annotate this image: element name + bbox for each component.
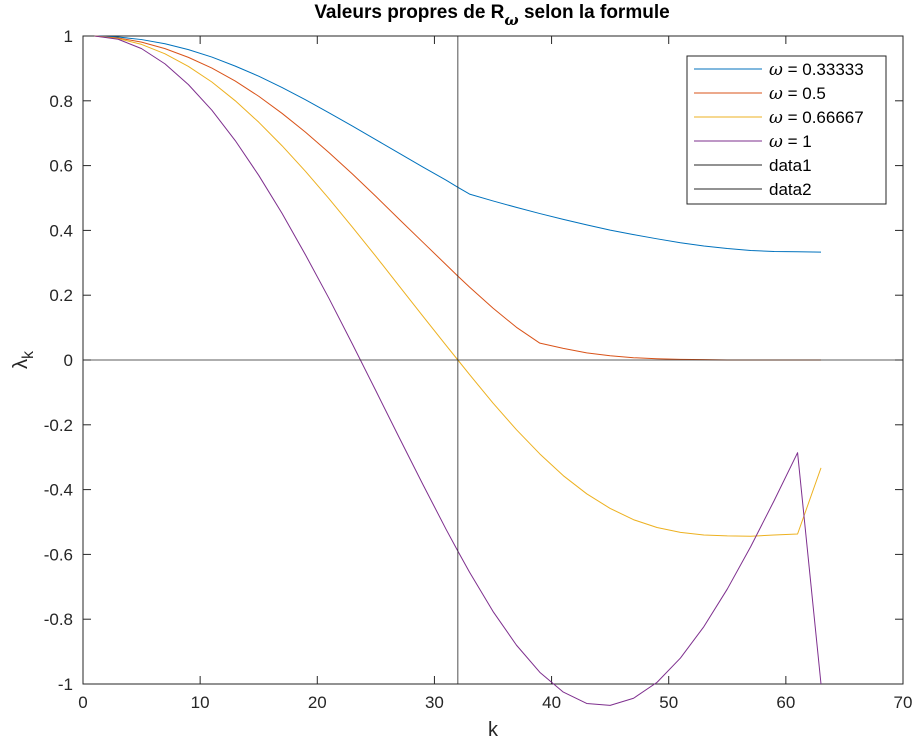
- legend-box: [686, 55, 887, 205]
- y-tick-label: -0.2: [44, 416, 73, 435]
- chart-title-suffix: selon la formule: [519, 2, 670, 23]
- legend-label-symbol: ω: [769, 60, 783, 80]
- chart-title: Valeurs propres de Rω selon la formule: [314, 2, 669, 29]
- x-tick-label: 70: [894, 693, 913, 712]
- chart-title-subscript: ω: [504, 11, 518, 29]
- x-tick-label: 50: [659, 693, 678, 712]
- y-tick-label: 0.6: [49, 157, 73, 176]
- y-axis-label: λk: [10, 350, 37, 369]
- y-tick-label: 0.2: [49, 286, 73, 305]
- legend-label-value: = 0.5: [783, 84, 826, 103]
- series-lines: [83, 35, 903, 706]
- legend-label-value: = 0.66667: [783, 108, 864, 127]
- axis-tick-labels: 0 10 20 30 40 50 60 70 -1 -0.8 -0.6 -0.4 -0.2 0 0.2 0.4…: [44, 27, 913, 712]
- y-tick-label: -0.4: [44, 481, 73, 500]
- chart-title-prefix: Valeurs propres de R: [314, 2, 504, 23]
- legend-label-symbol: ω: [769, 84, 783, 104]
- legend-label: ω = 0.66667: [769, 108, 864, 128]
- x-tick-label: 20: [308, 693, 327, 712]
- x-tick-label: 40: [542, 693, 561, 712]
- legend-label: ω = 0.5: [769, 84, 826, 104]
- legend-label: data1: [769, 156, 812, 175]
- legend-label: ω = 0.33333: [769, 60, 864, 80]
- y-tick-label: -0.6: [44, 545, 73, 564]
- y-tick-label: 0.8: [49, 92, 73, 111]
- y-axis-label-subscript: k: [20, 350, 37, 359]
- x-tick-label: 60: [776, 693, 795, 712]
- y-axis-label-symbol: λ: [10, 359, 32, 369]
- x-tick-label: 10: [191, 693, 210, 712]
- y-tick-label: 0: [64, 351, 73, 370]
- y-tick-label: 0.4: [49, 221, 73, 240]
- legend-label-value: = 0.33333: [783, 60, 864, 79]
- legend-label: data2: [769, 180, 812, 199]
- x-tick-label: 0: [78, 693, 87, 712]
- y-tick-label: -0.8: [44, 610, 73, 629]
- x-tick-label: 30: [425, 693, 444, 712]
- legend-label-value: = 1: [783, 132, 812, 151]
- y-tick-label: -1: [58, 675, 73, 694]
- legend-label: ω = 1: [769, 132, 812, 152]
- legend-label-symbol: ω: [769, 132, 783, 152]
- y-tick-label: 1: [64, 27, 73, 46]
- x-axis-label: k: [488, 719, 499, 740]
- legend-label-symbol: ω: [769, 108, 783, 128]
